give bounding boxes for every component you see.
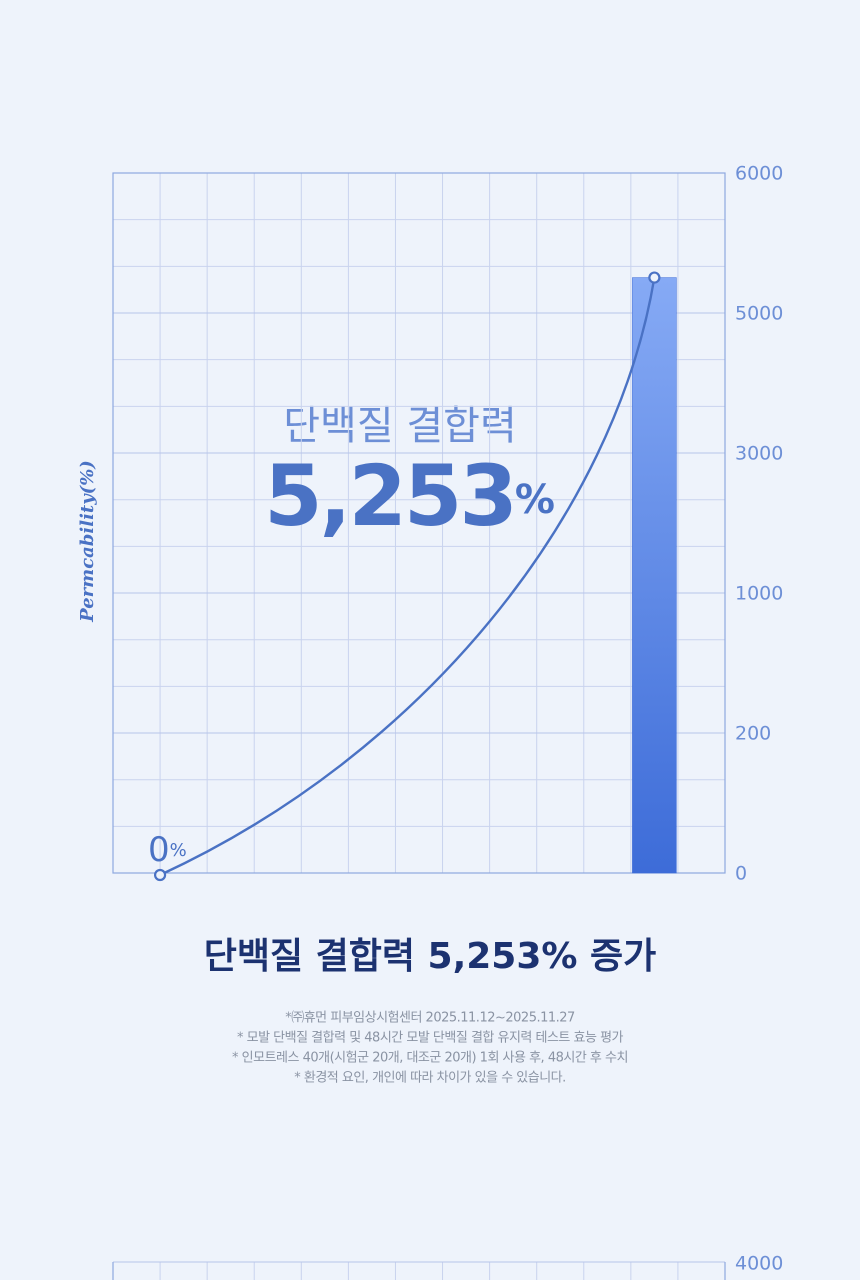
- y-axis-label: Permcability(%): [77, 460, 98, 623]
- bar: [632, 277, 677, 874]
- footnote: * 환경적 요인, 개인에 따라 차이가 있을 수 있습니다.: [294, 1071, 566, 1086]
- y-tick-label: 0: [735, 863, 747, 885]
- footnote: * 모발 단백질 결합력 및 48시간 모발 단백질 결합 유지력 테스트 효능…: [237, 1031, 624, 1046]
- annotation: 단백질 결합력: [283, 403, 517, 449]
- y-tick-label: 1000: [735, 583, 783, 605]
- y-tick-label: 5000: [735, 303, 783, 325]
- y-tick-label: 4000: [735, 1253, 783, 1275]
- point-marker: [648, 271, 661, 284]
- point-marker: [153, 868, 167, 882]
- caption: 단백질 결합력 5,253% 증가: [204, 936, 657, 977]
- value-label: 5,253%: [264, 447, 554, 545]
- footnote: *㈜휴먼 피부임상시험센터 2025.11.12~2025.11.27: [285, 1011, 575, 1026]
- value-label: 0%: [148, 830, 187, 870]
- y-tick-label: 6000: [735, 163, 783, 185]
- plot-frame: [112, 172, 726, 874]
- footnote: * 인모트레스 40개(시험군 20개, 대조군 20개) 1회 사용 후, 4…: [232, 1051, 628, 1066]
- growth-curve: [159, 277, 656, 877]
- y-tick-label: 3000: [735, 443, 783, 465]
- y-tick-label: 200: [735, 723, 771, 745]
